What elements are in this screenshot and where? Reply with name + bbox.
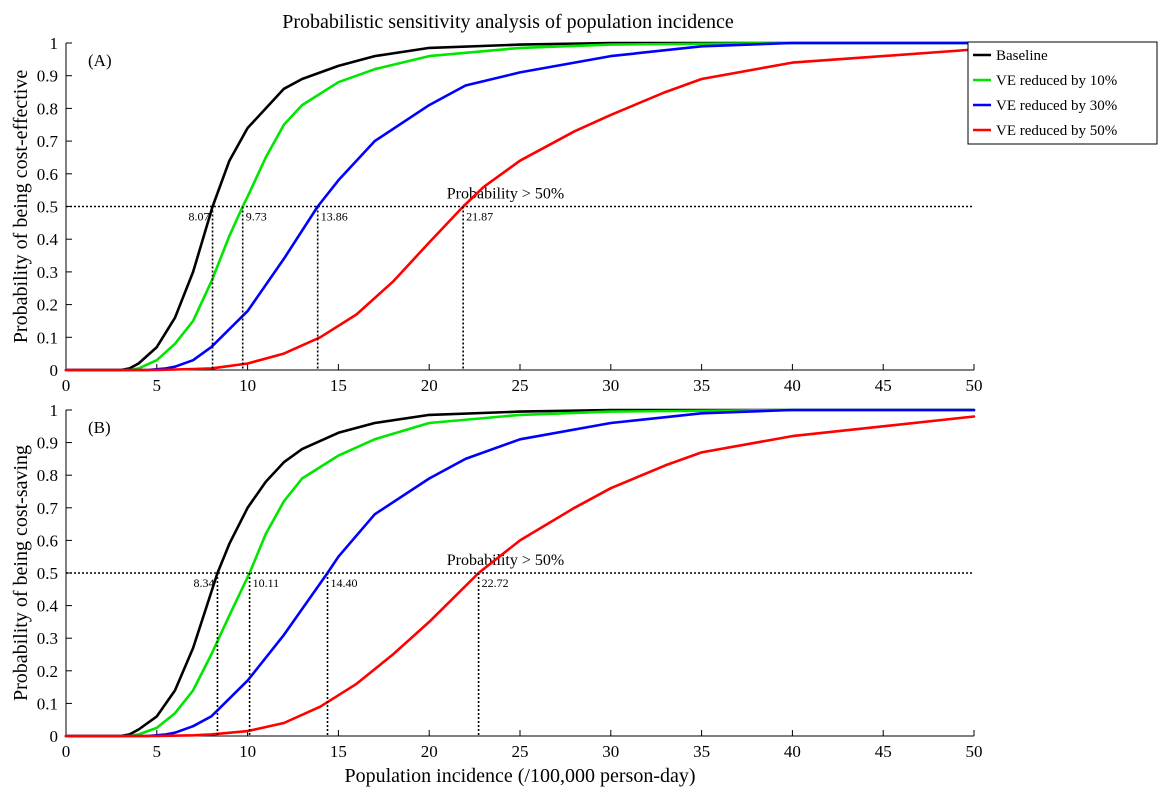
- series-line-ve-reduced-by-30: [64, 41, 976, 372]
- x-tick-label: 15: [330, 376, 347, 395]
- legend-label: VE reduced by 10%: [996, 73, 1117, 89]
- x-axis-label: Population incidence (/100,000 person-da…: [344, 765, 695, 787]
- x-tick-label: 40: [784, 376, 801, 395]
- y-tick-label: 0.7: [37, 132, 59, 151]
- y-axis-label: Probability of being cost-effective: [10, 70, 32, 344]
- x-tick-label: 25: [512, 376, 529, 395]
- y-tick-label: 0.6: [37, 531, 58, 550]
- y-tick-label: 0.9: [37, 434, 58, 453]
- x-tick-label: 10: [239, 742, 256, 761]
- y-tick-label: 0.6: [37, 165, 58, 184]
- crossing-label: 14.40: [331, 576, 358, 590]
- x-tick-label: 5: [153, 742, 162, 761]
- y-tick-label: 0.1: [37, 694, 58, 713]
- y-tick-label: 0.5: [37, 198, 58, 217]
- x-tick-label: 35: [693, 376, 710, 395]
- x-tick-label: 35: [693, 742, 710, 761]
- crossing-label: 8.34: [193, 576, 214, 590]
- x-tick-label: 20: [421, 742, 438, 761]
- y-tick-label: 0.8: [37, 466, 58, 485]
- y-tick-label: 0.1: [37, 328, 58, 347]
- legend-label: Baseline: [996, 48, 1048, 64]
- panel-b: 0 5 10 15 20 25 30 35 40 45 50 0 0.1 0.2 0.3 0.4 0.5 0.6 0…: [10, 401, 983, 761]
- y-tick-label: 0: [50, 361, 59, 380]
- x-tick-label: 5: [153, 376, 162, 395]
- x-tick-label: 45: [875, 742, 892, 761]
- y-tick-label: 0.2: [37, 662, 58, 681]
- crossing-label: 9.73: [246, 210, 267, 224]
- series-line-ve-reduced-by-10: [64, 408, 976, 738]
- crossing-label: 8.07: [189, 210, 210, 224]
- y-tick-label: 0.5: [37, 564, 58, 583]
- series-line-ve-reduced-by-50: [64, 415, 976, 738]
- x-tick-label: 0: [62, 742, 71, 761]
- series-line-ve-reduced-by-50: [64, 48, 976, 372]
- y-tick-label: 0: [50, 727, 59, 746]
- y-tick-label: 0.3: [37, 629, 58, 648]
- x-tick-label: 25: [512, 742, 529, 761]
- panel-label: (A): [88, 51, 112, 70]
- x-tick-label: 30: [602, 376, 619, 395]
- x-tick-label: 10: [239, 376, 256, 395]
- y-tick-label: 0.8: [37, 99, 58, 118]
- y-axis-label: Probability of being cost-saving: [10, 445, 32, 701]
- legend-box: [967, 41, 1158, 145]
- series-line-baseline: [64, 408, 976, 738]
- series-line-ve-reduced-by-30: [64, 408, 976, 738]
- series-line-ve-reduced-by-10: [64, 41, 976, 372]
- y-tick-label: 1: [50, 34, 59, 53]
- y-tick-label: 0.4: [37, 597, 59, 616]
- crossing-label: 21.87: [466, 210, 493, 224]
- figure-title: Probabilistic sensitivity analysis of po…: [282, 11, 734, 33]
- x-tick-label: 0: [62, 376, 71, 395]
- x-tick-label: 40: [784, 742, 801, 761]
- x-tick-label: 50: [966, 742, 983, 761]
- y-tick-label: 0.9: [37, 67, 58, 86]
- x-tick-label: 30: [602, 742, 619, 761]
- series-line-baseline: [64, 41, 976, 372]
- crossing-label: 13.86: [321, 210, 348, 224]
- threshold-label: Probability > 50%: [447, 552, 564, 569]
- y-tick-label: 0.2: [37, 296, 58, 315]
- panel-a: 0 5 10 15 20 25 30 35 40 45 50 0 0.1 0.2 0.3 0.4 0.5 0.6 0…: [10, 34, 983, 395]
- crossing-label: 22.72: [482, 576, 509, 590]
- x-tick-label: 20: [421, 376, 438, 395]
- legend: Baseline VE reduced by 10% VE reduced by 3…: [967, 41, 1158, 145]
- threshold-label: Probability > 50%: [447, 186, 564, 203]
- x-tick-label: 45: [875, 376, 892, 395]
- x-tick-label: 50: [966, 376, 983, 395]
- legend-label: VE reduced by 30%: [996, 98, 1117, 114]
- crossing-label: 10.11: [253, 576, 280, 590]
- panel-label: (B): [88, 418, 111, 437]
- y-tick-label: 0.3: [37, 263, 58, 282]
- legend-label: VE reduced by 50%: [996, 123, 1117, 139]
- y-tick-label: 1: [50, 401, 59, 420]
- x-tick-label: 15: [330, 742, 347, 761]
- y-tick-label: 0.7: [37, 499, 59, 518]
- y-tick-label: 0.4: [37, 230, 59, 249]
